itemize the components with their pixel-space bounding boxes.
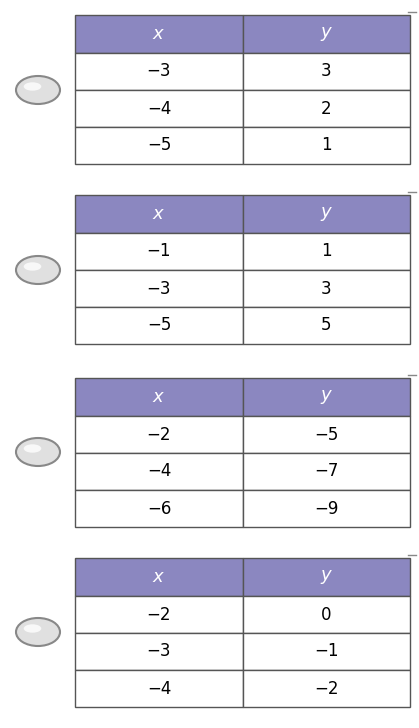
Text: $y$: $y$ xyxy=(320,568,333,586)
Text: −4: −4 xyxy=(147,462,171,480)
Text: −5: −5 xyxy=(147,317,171,334)
Text: −4: −4 xyxy=(147,100,171,117)
Ellipse shape xyxy=(16,618,60,646)
Bar xyxy=(75,307,243,344)
Text: −2: −2 xyxy=(147,425,171,443)
Ellipse shape xyxy=(24,625,41,633)
Bar xyxy=(75,596,243,633)
Text: 1: 1 xyxy=(321,136,332,154)
Bar xyxy=(243,15,410,53)
Bar xyxy=(243,127,410,164)
Text: −1: −1 xyxy=(147,242,171,261)
Bar xyxy=(75,416,243,453)
Text: $y$: $y$ xyxy=(320,388,333,406)
Text: 3: 3 xyxy=(321,63,332,81)
Text: −2: −2 xyxy=(147,606,171,623)
Bar xyxy=(75,53,243,90)
Bar xyxy=(243,233,410,270)
Bar xyxy=(75,378,243,416)
Bar xyxy=(75,270,243,307)
Text: 0: 0 xyxy=(321,606,332,623)
Bar xyxy=(75,633,243,670)
Bar xyxy=(243,270,410,307)
Ellipse shape xyxy=(24,262,41,271)
Ellipse shape xyxy=(24,82,41,91)
Text: −1: −1 xyxy=(314,643,339,660)
Bar xyxy=(75,670,243,707)
Text: $y$: $y$ xyxy=(320,205,333,223)
Text: 5: 5 xyxy=(321,317,332,334)
Bar xyxy=(243,670,410,707)
Text: 3: 3 xyxy=(321,280,332,298)
Bar xyxy=(75,127,243,164)
Text: −9: −9 xyxy=(314,499,339,518)
Text: 1: 1 xyxy=(321,242,332,261)
Text: $x$: $x$ xyxy=(153,205,166,223)
Ellipse shape xyxy=(24,444,41,453)
Text: −4: −4 xyxy=(147,679,171,697)
Bar xyxy=(75,15,243,53)
Text: −7: −7 xyxy=(314,462,339,480)
Bar xyxy=(75,453,243,490)
Bar xyxy=(243,453,410,490)
Text: −6: −6 xyxy=(147,499,171,518)
Bar xyxy=(243,53,410,90)
Ellipse shape xyxy=(16,438,60,466)
Bar xyxy=(243,490,410,527)
Bar xyxy=(243,195,410,233)
Text: $x$: $x$ xyxy=(153,568,166,586)
Bar xyxy=(75,233,243,270)
Text: $x$: $x$ xyxy=(153,25,166,43)
Bar xyxy=(75,195,243,233)
Bar xyxy=(75,558,243,596)
Bar xyxy=(75,90,243,127)
Text: −3: −3 xyxy=(147,643,171,660)
Ellipse shape xyxy=(16,76,60,104)
Ellipse shape xyxy=(16,256,60,284)
Bar xyxy=(243,633,410,670)
Text: −3: −3 xyxy=(147,280,171,298)
Text: 2: 2 xyxy=(321,100,332,117)
Text: −3: −3 xyxy=(147,63,171,81)
Bar xyxy=(243,378,410,416)
Bar xyxy=(243,596,410,633)
Text: $y$: $y$ xyxy=(320,25,333,43)
Bar xyxy=(243,90,410,127)
Bar xyxy=(243,558,410,596)
Bar xyxy=(243,416,410,453)
Bar xyxy=(75,490,243,527)
Text: −5: −5 xyxy=(314,425,339,443)
Text: −2: −2 xyxy=(314,679,339,697)
Bar xyxy=(243,307,410,344)
Text: −5: −5 xyxy=(147,136,171,154)
Text: $x$: $x$ xyxy=(153,388,166,406)
